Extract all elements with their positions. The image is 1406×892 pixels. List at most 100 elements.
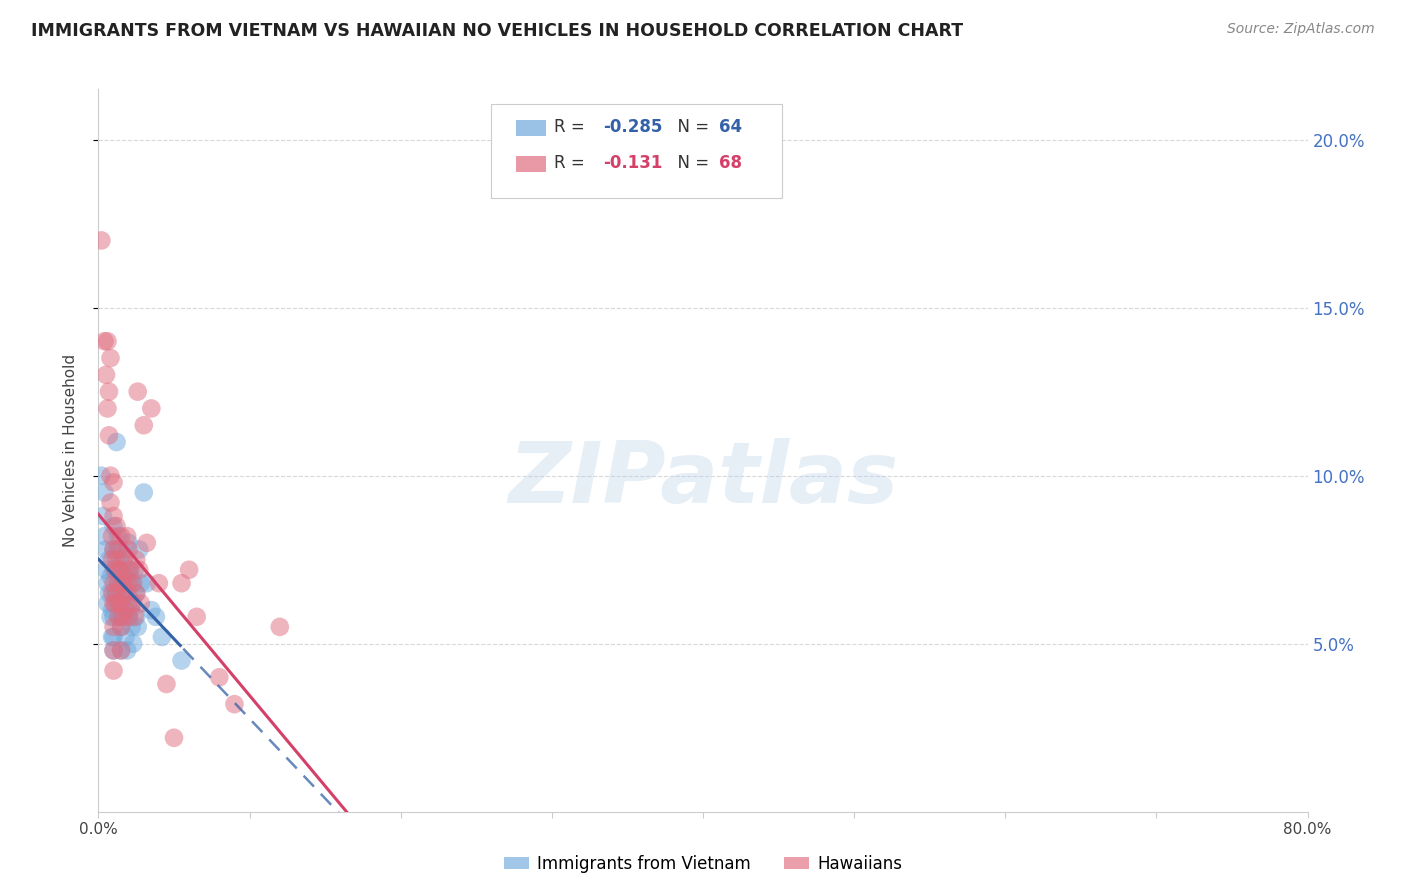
Point <box>94 563 117 577</box>
Point <box>111 576 134 591</box>
Text: Source: ZipAtlas.com: Source: ZipAtlas.com <box>1227 22 1375 37</box>
Point <box>269 620 291 634</box>
Point <box>93 334 115 349</box>
Point <box>118 536 141 550</box>
Point <box>103 620 125 634</box>
Point <box>135 576 157 591</box>
Text: 64: 64 <box>718 118 742 136</box>
Point <box>127 620 149 634</box>
Point <box>107 596 129 610</box>
Point <box>103 563 125 577</box>
Point <box>118 542 141 557</box>
Point <box>103 542 125 557</box>
Point <box>107 529 129 543</box>
Point <box>112 586 135 600</box>
Point <box>104 596 127 610</box>
Point <box>224 697 246 711</box>
Point <box>105 435 128 450</box>
Point <box>127 384 149 399</box>
Point <box>118 563 141 577</box>
Point <box>132 485 155 500</box>
Point <box>105 586 128 600</box>
Point <box>93 485 115 500</box>
Y-axis label: No Vehicles in Household: No Vehicles in Household <box>63 354 77 547</box>
Point <box>105 519 128 533</box>
Point <box>120 569 142 583</box>
Point <box>120 563 142 577</box>
Point <box>90 234 112 248</box>
Point <box>96 596 118 610</box>
Text: -0.131: -0.131 <box>603 154 662 172</box>
Point <box>118 609 141 624</box>
Point <box>101 630 124 644</box>
Point <box>170 576 193 591</box>
Point <box>96 576 118 591</box>
Point <box>122 637 145 651</box>
Point <box>141 401 163 416</box>
Point <box>103 475 125 490</box>
Point <box>114 569 136 583</box>
Point <box>118 586 141 600</box>
Point <box>125 552 148 566</box>
Point <box>110 596 132 610</box>
Point <box>121 620 143 634</box>
Point <box>150 630 173 644</box>
Point <box>105 542 128 557</box>
Point <box>103 542 125 557</box>
Point <box>186 609 208 624</box>
Text: N =: N = <box>666 118 714 136</box>
Point <box>103 596 125 610</box>
Point <box>124 609 146 624</box>
Point <box>108 563 131 577</box>
Point <box>129 576 152 591</box>
Point <box>115 586 138 600</box>
Point <box>170 653 193 667</box>
Point <box>118 576 141 591</box>
Point <box>108 609 131 624</box>
Point <box>101 603 124 617</box>
Point <box>114 603 136 617</box>
Point <box>105 552 128 566</box>
Point <box>112 552 135 566</box>
Point <box>103 664 125 678</box>
Text: R =: R = <box>554 154 591 172</box>
Point <box>122 596 145 610</box>
Point <box>179 563 201 577</box>
Point <box>100 468 122 483</box>
Point <box>103 519 125 533</box>
Point <box>110 529 132 543</box>
Point <box>108 552 131 566</box>
Point <box>110 569 132 583</box>
Point <box>103 576 125 591</box>
Point <box>98 552 121 566</box>
Point <box>91 508 114 523</box>
Point <box>128 563 150 577</box>
Point <box>96 401 118 416</box>
Point <box>101 586 124 600</box>
Point <box>103 630 125 644</box>
Point <box>104 563 127 577</box>
Point <box>121 596 143 610</box>
Point <box>103 643 125 657</box>
Point <box>103 508 125 523</box>
Point <box>101 529 124 543</box>
Point <box>148 576 170 591</box>
Point <box>96 334 118 349</box>
Point <box>98 428 121 442</box>
Point <box>94 542 117 557</box>
Text: N =: N = <box>666 154 714 172</box>
Point <box>110 596 132 610</box>
Point <box>103 609 125 624</box>
Bar <box>516 156 546 172</box>
Point <box>129 596 152 610</box>
Point <box>110 643 132 657</box>
Text: -0.285: -0.285 <box>603 118 662 136</box>
Point <box>124 563 146 577</box>
Legend: Immigrants from Vietnam, Hawaiians: Immigrants from Vietnam, Hawaiians <box>496 848 910 880</box>
Point <box>103 586 125 600</box>
Point <box>118 609 141 624</box>
Point <box>111 609 134 624</box>
Point <box>120 603 142 617</box>
Point <box>122 576 145 591</box>
Point <box>114 603 136 617</box>
